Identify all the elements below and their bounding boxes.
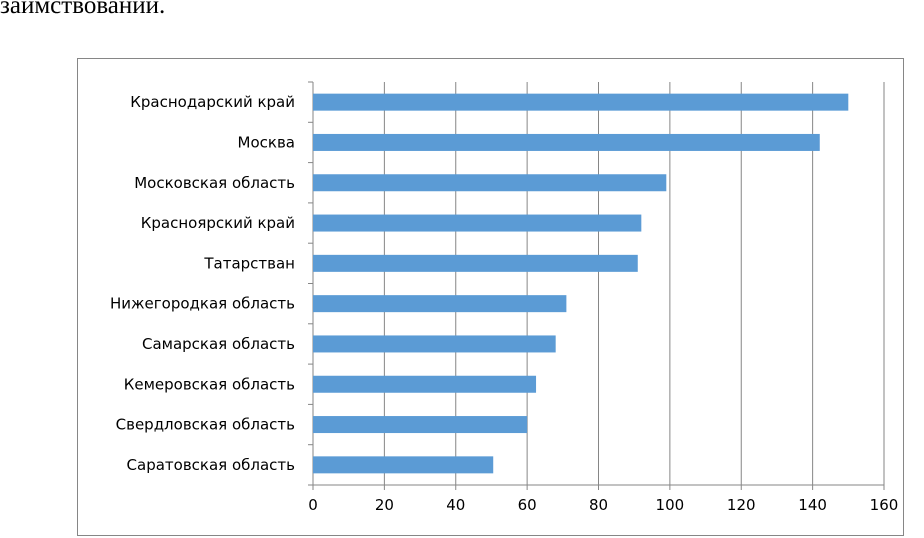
category-label: Москва [238,133,295,151]
x-tick-label: 60 [518,496,537,514]
bar [313,295,567,313]
bar [313,335,556,353]
category-label: Самарская область [142,335,295,353]
x-tick-label: 80 [589,496,608,514]
x-tick-label: 40 [446,496,465,514]
category-label: Саратовская область [127,456,295,474]
x-tick-label: 160 [870,496,899,514]
bar [313,93,849,111]
bar [313,174,667,192]
x-tick-label: 120 [727,496,756,514]
x-tick-label: 100 [656,496,685,514]
bar [313,456,494,474]
paragraph-text: заимствований. [0,0,166,19]
x-tick-label: 0 [308,496,318,514]
bar [313,375,537,393]
x-tick-label: 20 [375,496,394,514]
category-label: Московская область [134,174,295,192]
x-tick-label: 140 [798,496,827,514]
bar [313,254,638,272]
category-label: Кемеровская область [124,375,295,393]
category-label: Нижегородкая область [110,295,295,313]
category-label: Краснодарский край [130,93,295,111]
category-label: Красноярский край [141,214,295,232]
category-label: Татарстван [203,254,295,272]
bar [313,214,642,232]
bar [313,416,528,434]
category-label: Свердловская область [116,416,295,434]
bar [313,133,820,151]
